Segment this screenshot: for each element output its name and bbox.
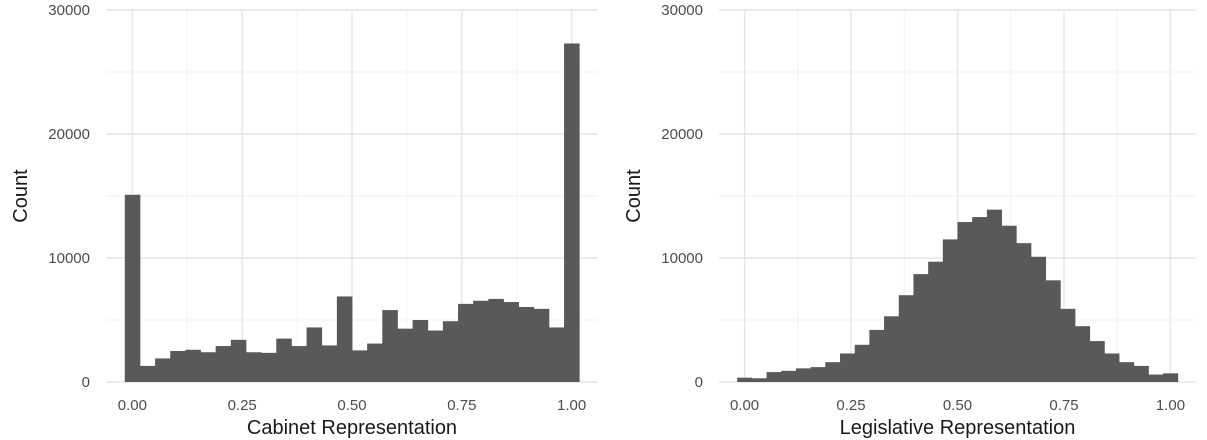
x-tick-label: 1.00 bbox=[1156, 397, 1185, 414]
histogram-bar bbox=[795, 368, 812, 382]
histogram-bar bbox=[382, 310, 398, 382]
histogram-bar bbox=[854, 344, 870, 382]
histogram-bar bbox=[1119, 362, 1135, 382]
histogram-bar bbox=[751, 378, 767, 382]
x-tick-label: 0.00 bbox=[118, 397, 147, 414]
histogram-bar bbox=[336, 296, 353, 382]
histogram-bar bbox=[155, 358, 171, 382]
histogram-bar bbox=[321, 345, 338, 382]
histogram-bar bbox=[170, 351, 186, 382]
histogram-bar bbox=[766, 372, 782, 382]
histogram-bar bbox=[781, 370, 797, 382]
histogram-bar bbox=[869, 329, 885, 382]
histogram-bar bbox=[124, 194, 141, 382]
y-tick-label: 0 bbox=[695, 374, 703, 391]
histogram-bar bbox=[458, 303, 474, 382]
histogram-bar bbox=[737, 377, 753, 382]
histogram-bar bbox=[1163, 373, 1179, 382]
y-tick-label: 30000 bbox=[48, 2, 90, 19]
x-tick-label: 1.00 bbox=[557, 397, 586, 414]
histogram-bar bbox=[986, 209, 1002, 382]
histogram-bar bbox=[139, 365, 156, 382]
x-tick-label: 0.25 bbox=[228, 397, 257, 414]
histogram-bar bbox=[1001, 225, 1017, 382]
histogram-bar bbox=[825, 362, 841, 382]
histogram-bar bbox=[840, 353, 856, 382]
histogram-bar bbox=[810, 367, 826, 382]
histogram-bar bbox=[1060, 308, 1076, 382]
histogram-bar bbox=[503, 302, 520, 382]
panel-cabinet: 0 10000 20000 30000 0.00 0.25 0.50 0.75 1.00 Cabi… bbox=[10, 2, 598, 439]
histogram-bar bbox=[533, 308, 550, 382]
histogram-bar bbox=[351, 350, 368, 382]
histogram-bar bbox=[200, 352, 217, 382]
histogram-bar bbox=[1030, 256, 1047, 382]
x-tick-label: 0.75 bbox=[447, 397, 476, 414]
y-tick-label: 30000 bbox=[661, 2, 703, 19]
histogram-bar bbox=[518, 306, 535, 382]
histogram-bar bbox=[412, 320, 429, 382]
x-tick-label: 0.50 bbox=[943, 397, 972, 414]
histogram-bar bbox=[913, 274, 929, 382]
histogram-bar bbox=[245, 352, 262, 382]
y-axis-title: Count bbox=[10, 169, 32, 223]
histogram-bar bbox=[276, 338, 292, 382]
histogram-bar bbox=[488, 298, 504, 382]
y-tick-label: 20000 bbox=[48, 126, 90, 143]
y-tick-label: 10000 bbox=[661, 250, 703, 267]
y-tick-label: 0 bbox=[82, 374, 90, 391]
histogram-bar bbox=[473, 300, 489, 382]
histogram-bar bbox=[1089, 341, 1105, 382]
histogram-bar bbox=[1148, 374, 1164, 382]
histogram-bar bbox=[306, 327, 323, 382]
histogram-bar bbox=[1045, 280, 1061, 382]
x-tick-label: 0.75 bbox=[1049, 397, 1078, 414]
y-tick-label: 10000 bbox=[48, 250, 90, 267]
histogram-bar bbox=[928, 261, 944, 382]
histogram-bar bbox=[291, 346, 307, 382]
x-tick-label: 0.00 bbox=[730, 397, 759, 414]
histogram-bar bbox=[185, 349, 201, 382]
histogram-bar bbox=[427, 330, 444, 382]
histogram-bar bbox=[1016, 243, 1032, 382]
histogram-bar bbox=[957, 222, 973, 382]
histogram-bar bbox=[548, 327, 565, 382]
histogram-bar bbox=[898, 295, 914, 382]
histogram-bar bbox=[564, 43, 580, 382]
panel-legislative: 0 10000 20000 30000 0.00 0.25 0.50 0.75 1.00 Legi… bbox=[623, 2, 1196, 439]
x-tick-label: 0.50 bbox=[337, 397, 366, 414]
x-tick-label: 0.25 bbox=[836, 397, 865, 414]
y-tick-label: 20000 bbox=[661, 126, 703, 143]
histogram-bar bbox=[215, 346, 232, 382]
x-axis-title: Cabinet Representation bbox=[247, 417, 457, 439]
histogram-bar bbox=[397, 328, 413, 382]
histogram-bar bbox=[367, 343, 383, 382]
histogram-bar bbox=[1133, 365, 1149, 382]
histogram-bar bbox=[884, 316, 900, 382]
histogram-bar bbox=[442, 321, 459, 382]
histogram-bar bbox=[942, 239, 958, 382]
histogram-bar bbox=[972, 217, 988, 382]
x-axis-title: Legislative Representation bbox=[840, 417, 1076, 439]
y-axis-title: Count bbox=[623, 169, 645, 223]
histogram-bar bbox=[230, 339, 247, 382]
histogram-bar bbox=[261, 352, 277, 382]
histogram-bar bbox=[1104, 353, 1120, 382]
histogram-bar bbox=[1074, 326, 1091, 382]
